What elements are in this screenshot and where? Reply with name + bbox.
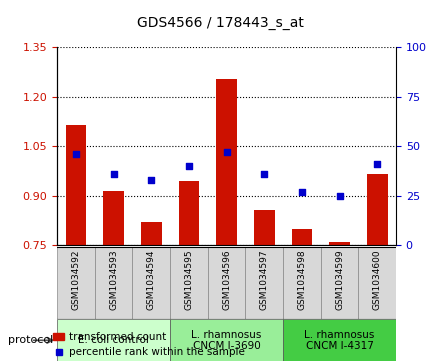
Bar xyxy=(216,78,237,245)
Text: GSM1034592: GSM1034592 xyxy=(72,249,81,310)
Point xyxy=(374,161,381,167)
Bar xyxy=(321,247,358,319)
Bar xyxy=(246,247,283,319)
Text: GSM1034593: GSM1034593 xyxy=(109,249,118,310)
Text: GDS4566 / 178443_s_at: GDS4566 / 178443_s_at xyxy=(136,16,304,30)
Bar xyxy=(170,247,208,319)
Bar xyxy=(292,229,312,245)
Bar xyxy=(283,247,321,319)
Point xyxy=(298,189,305,195)
Bar xyxy=(66,125,86,245)
Text: GSM1034598: GSM1034598 xyxy=(297,249,306,310)
Bar xyxy=(179,181,199,245)
Text: L. rhamnosus
CNCM I-4317: L. rhamnosus CNCM I-4317 xyxy=(304,330,375,351)
Bar xyxy=(208,247,246,319)
Bar xyxy=(358,247,396,319)
Bar xyxy=(141,222,161,245)
Bar xyxy=(254,211,275,245)
Text: E. coli control: E. coli control xyxy=(78,335,149,345)
Point xyxy=(148,177,155,183)
Point xyxy=(185,163,192,169)
Bar xyxy=(283,319,396,361)
Bar xyxy=(95,247,132,319)
Text: protocol: protocol xyxy=(7,335,53,345)
Bar xyxy=(132,247,170,319)
Bar xyxy=(367,174,388,245)
Bar xyxy=(103,191,124,245)
Text: GSM1034595: GSM1034595 xyxy=(184,249,194,310)
Point xyxy=(223,149,230,155)
Point xyxy=(336,193,343,199)
Text: GSM1034596: GSM1034596 xyxy=(222,249,231,310)
Text: L. rhamnosus
CNCM I-3690: L. rhamnosus CNCM I-3690 xyxy=(191,330,262,351)
Bar xyxy=(170,319,283,361)
Bar xyxy=(57,319,170,361)
Bar xyxy=(329,242,350,245)
Point xyxy=(110,171,117,177)
Legend: transformed count, percentile rank within the sample: transformed count, percentile rank withi… xyxy=(49,328,249,362)
Point xyxy=(73,151,80,157)
Text: GSM1034594: GSM1034594 xyxy=(147,249,156,310)
Text: GSM1034599: GSM1034599 xyxy=(335,249,344,310)
Bar xyxy=(57,247,95,319)
Text: GSM1034600: GSM1034600 xyxy=(373,249,381,310)
Point xyxy=(261,171,268,177)
Text: GSM1034597: GSM1034597 xyxy=(260,249,269,310)
